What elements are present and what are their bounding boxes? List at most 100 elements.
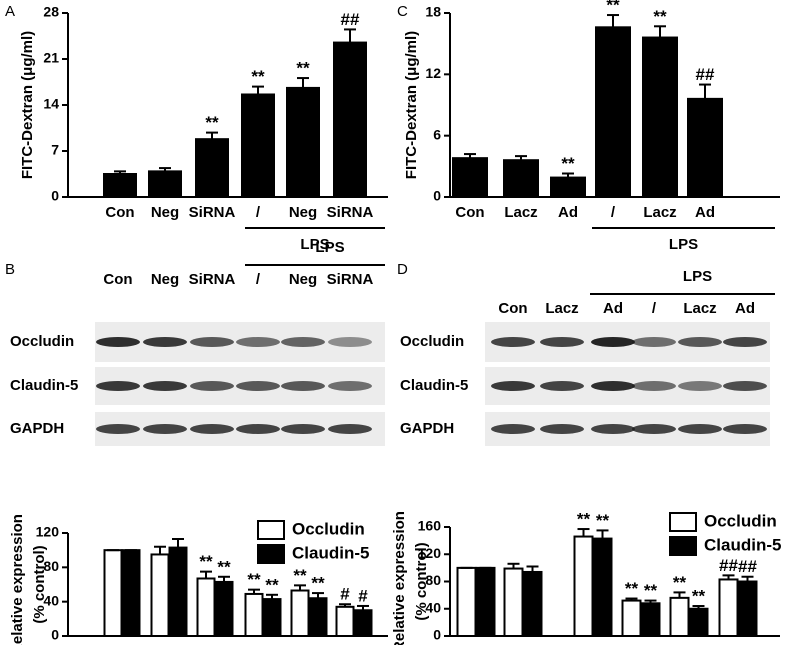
- y-tick-label: 120: [418, 545, 442, 561]
- band: [328, 381, 372, 391]
- band: [190, 381, 234, 391]
- band: [96, 337, 140, 347]
- lane-label: Con: [103, 271, 132, 288]
- bar: [335, 605, 355, 637]
- significance-mark: #: [340, 585, 350, 604]
- bar: [718, 578, 739, 637]
- lane-label: Ad: [735, 300, 755, 317]
- significance-mark: **: [247, 570, 261, 589]
- x-tick-label: SiRNA: [327, 204, 374, 221]
- significance-mark: #: [358, 586, 368, 605]
- significance-mark: ##: [696, 65, 715, 84]
- x-tick-label: /: [611, 204, 616, 221]
- significance-mark: **: [561, 154, 575, 173]
- bar: [241, 93, 275, 198]
- y-tick-label: 160: [418, 518, 442, 534]
- bar: [103, 549, 123, 638]
- bar: [452, 157, 488, 198]
- y-tick-label: 21: [43, 50, 59, 66]
- band: [678, 337, 722, 347]
- group-label: LPS: [300, 236, 329, 253]
- significance-mark: **: [199, 552, 213, 571]
- band: [491, 337, 535, 347]
- bar: [592, 537, 613, 637]
- band: [281, 337, 325, 347]
- row-label: Occludin: [400, 333, 464, 350]
- band: [591, 381, 635, 391]
- group-label: LPS: [315, 239, 344, 256]
- band: [96, 381, 140, 391]
- band: [540, 424, 584, 434]
- bar: [522, 570, 543, 638]
- band: [540, 381, 584, 391]
- bar: [308, 597, 328, 638]
- lane-label: Ad: [603, 300, 623, 317]
- lane-label: SiRNA: [189, 271, 236, 288]
- bar: [621, 599, 642, 638]
- x-tick-label: Ad: [695, 204, 715, 221]
- significance-mark: **: [296, 59, 310, 78]
- y-tick-label: 14: [43, 96, 59, 112]
- bar: [456, 566, 477, 637]
- significance-mark: **: [692, 587, 706, 606]
- row-label: GAPDH: [400, 420, 454, 437]
- lane-label: Lacz: [683, 300, 716, 317]
- y-axis-label: FITC-Dextran (μg/ml): [403, 31, 420, 179]
- x-tick-label: Con: [105, 204, 134, 221]
- band: [190, 424, 234, 434]
- band: [236, 381, 280, 391]
- significance-mark: **: [596, 511, 610, 530]
- x-tick-label: Con: [455, 204, 484, 221]
- band: [540, 337, 584, 347]
- band: [190, 337, 234, 347]
- legend-swatch: [257, 520, 285, 540]
- band: [236, 337, 280, 347]
- bar: [195, 138, 229, 199]
- bar: [687, 97, 723, 198]
- band: [143, 424, 187, 434]
- band: [281, 381, 325, 391]
- significance-mark: **: [205, 113, 219, 132]
- legend-label: Claudin-5: [292, 543, 369, 562]
- significance-mark: **: [265, 575, 279, 594]
- lane-label: /: [652, 300, 657, 317]
- y-tick-label: 40: [425, 599, 441, 615]
- band: [632, 424, 676, 434]
- bar: [503, 567, 524, 638]
- legend-label: Occludin: [704, 511, 777, 530]
- y-tick-label: 120: [36, 524, 60, 540]
- x-tick-label: Neg: [151, 204, 179, 221]
- row-label: Claudin-5: [10, 377, 78, 394]
- y-axis-label: (% control): [31, 545, 48, 623]
- row-label: Occludin: [10, 333, 74, 350]
- significance-mark: **: [577, 510, 591, 529]
- significance-mark: **: [217, 557, 231, 576]
- bar: [642, 36, 678, 198]
- y-tick-label: 0: [51, 627, 59, 643]
- legend-swatch: [669, 512, 697, 532]
- y-tick-label: 7: [51, 142, 59, 158]
- y-tick-label: 0: [433, 627, 441, 643]
- bar: [262, 598, 282, 638]
- band: [143, 337, 187, 347]
- y-tick-label: 40: [43, 592, 59, 608]
- band: [328, 337, 372, 347]
- panel-letter: C: [397, 3, 408, 20]
- lane-label: Lacz: [545, 300, 578, 317]
- bar: [573, 535, 594, 637]
- band: [678, 424, 722, 434]
- band: [328, 424, 372, 434]
- significance-mark: **: [644, 581, 658, 600]
- bar: [503, 159, 539, 198]
- significance-mark: ##: [341, 10, 360, 29]
- legend-swatch: [669, 536, 697, 556]
- band: [632, 337, 676, 347]
- bar: [669, 596, 690, 637]
- panel-letter: D: [397, 261, 408, 278]
- y-tick-label: 80: [43, 558, 59, 574]
- bar: [148, 170, 182, 198]
- band: [723, 424, 767, 434]
- legend-label: Claudin-5: [704, 535, 781, 554]
- bar: [121, 549, 141, 638]
